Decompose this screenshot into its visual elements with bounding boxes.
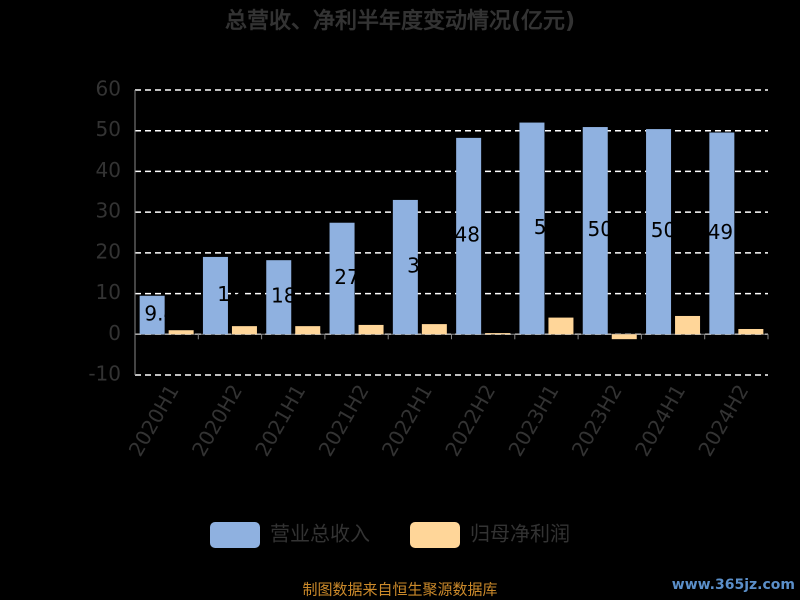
data-label: 50.9 xyxy=(587,217,632,241)
watermark: www.365jz.com xyxy=(672,577,795,593)
x-tick-label: 2020H2 xyxy=(187,380,247,460)
bar xyxy=(329,222,355,335)
data-label: 9.46 xyxy=(144,302,189,326)
x-tick-label: 2021H1 xyxy=(250,380,310,460)
bar xyxy=(168,330,194,335)
data-label: 48.24 xyxy=(455,223,512,247)
y-tick-label: 30 xyxy=(96,199,121,223)
y-tick-label: 0 xyxy=(108,321,121,345)
y-tick-label: 40 xyxy=(96,158,121,182)
bar xyxy=(738,328,764,335)
data-label: 18.2 xyxy=(271,284,316,308)
y-tick-label: 50 xyxy=(96,117,121,141)
bar xyxy=(266,260,292,335)
bar xyxy=(139,295,165,335)
bar xyxy=(295,326,321,335)
bar xyxy=(611,334,637,340)
x-tick-label: 2024H1 xyxy=(630,380,690,460)
data-label: 50.4 xyxy=(651,218,696,242)
y-tick-label: 60 xyxy=(96,77,121,101)
data-label: 33 xyxy=(407,254,432,278)
data-label: 19 xyxy=(217,282,242,306)
x-tick-label: 2020H1 xyxy=(124,380,184,460)
x-tick-label: 2021H2 xyxy=(314,380,374,460)
y-tick-label: 20 xyxy=(96,239,121,263)
data-label: 27.4 xyxy=(334,265,379,289)
data-label: 52 xyxy=(534,215,559,239)
legend-label: 归母净利润 xyxy=(470,522,570,546)
legend-swatch xyxy=(210,522,260,548)
footer: 制图数据来自恒生聚源数据库 xyxy=(302,581,497,599)
bar xyxy=(582,127,608,335)
bar xyxy=(485,333,511,335)
x-tick-label: 2024H2 xyxy=(693,380,753,460)
y-tick-label: -10 xyxy=(88,362,121,386)
bar xyxy=(675,315,701,335)
x-tick-label: 2023H1 xyxy=(503,380,563,460)
legend-swatch xyxy=(410,522,460,548)
data-label: 49.56 xyxy=(708,220,765,244)
bar xyxy=(456,137,482,335)
x-tick-label: 2022H2 xyxy=(440,380,500,460)
bar xyxy=(646,129,672,335)
y-tick-label: 10 xyxy=(96,280,121,304)
bar xyxy=(358,324,384,335)
bar xyxy=(202,256,228,335)
x-tick-label: 2023H2 xyxy=(567,380,627,460)
bar xyxy=(392,199,418,335)
bar xyxy=(231,326,257,335)
chart-title: 总营收、净利半年度变动情况(亿元) xyxy=(225,8,575,34)
bar xyxy=(519,122,545,335)
bar xyxy=(421,324,447,335)
legend-label: 营业总收入 xyxy=(270,522,370,546)
bar xyxy=(709,132,735,335)
bar xyxy=(548,317,574,335)
x-tick-label: 2022H1 xyxy=(377,380,437,460)
